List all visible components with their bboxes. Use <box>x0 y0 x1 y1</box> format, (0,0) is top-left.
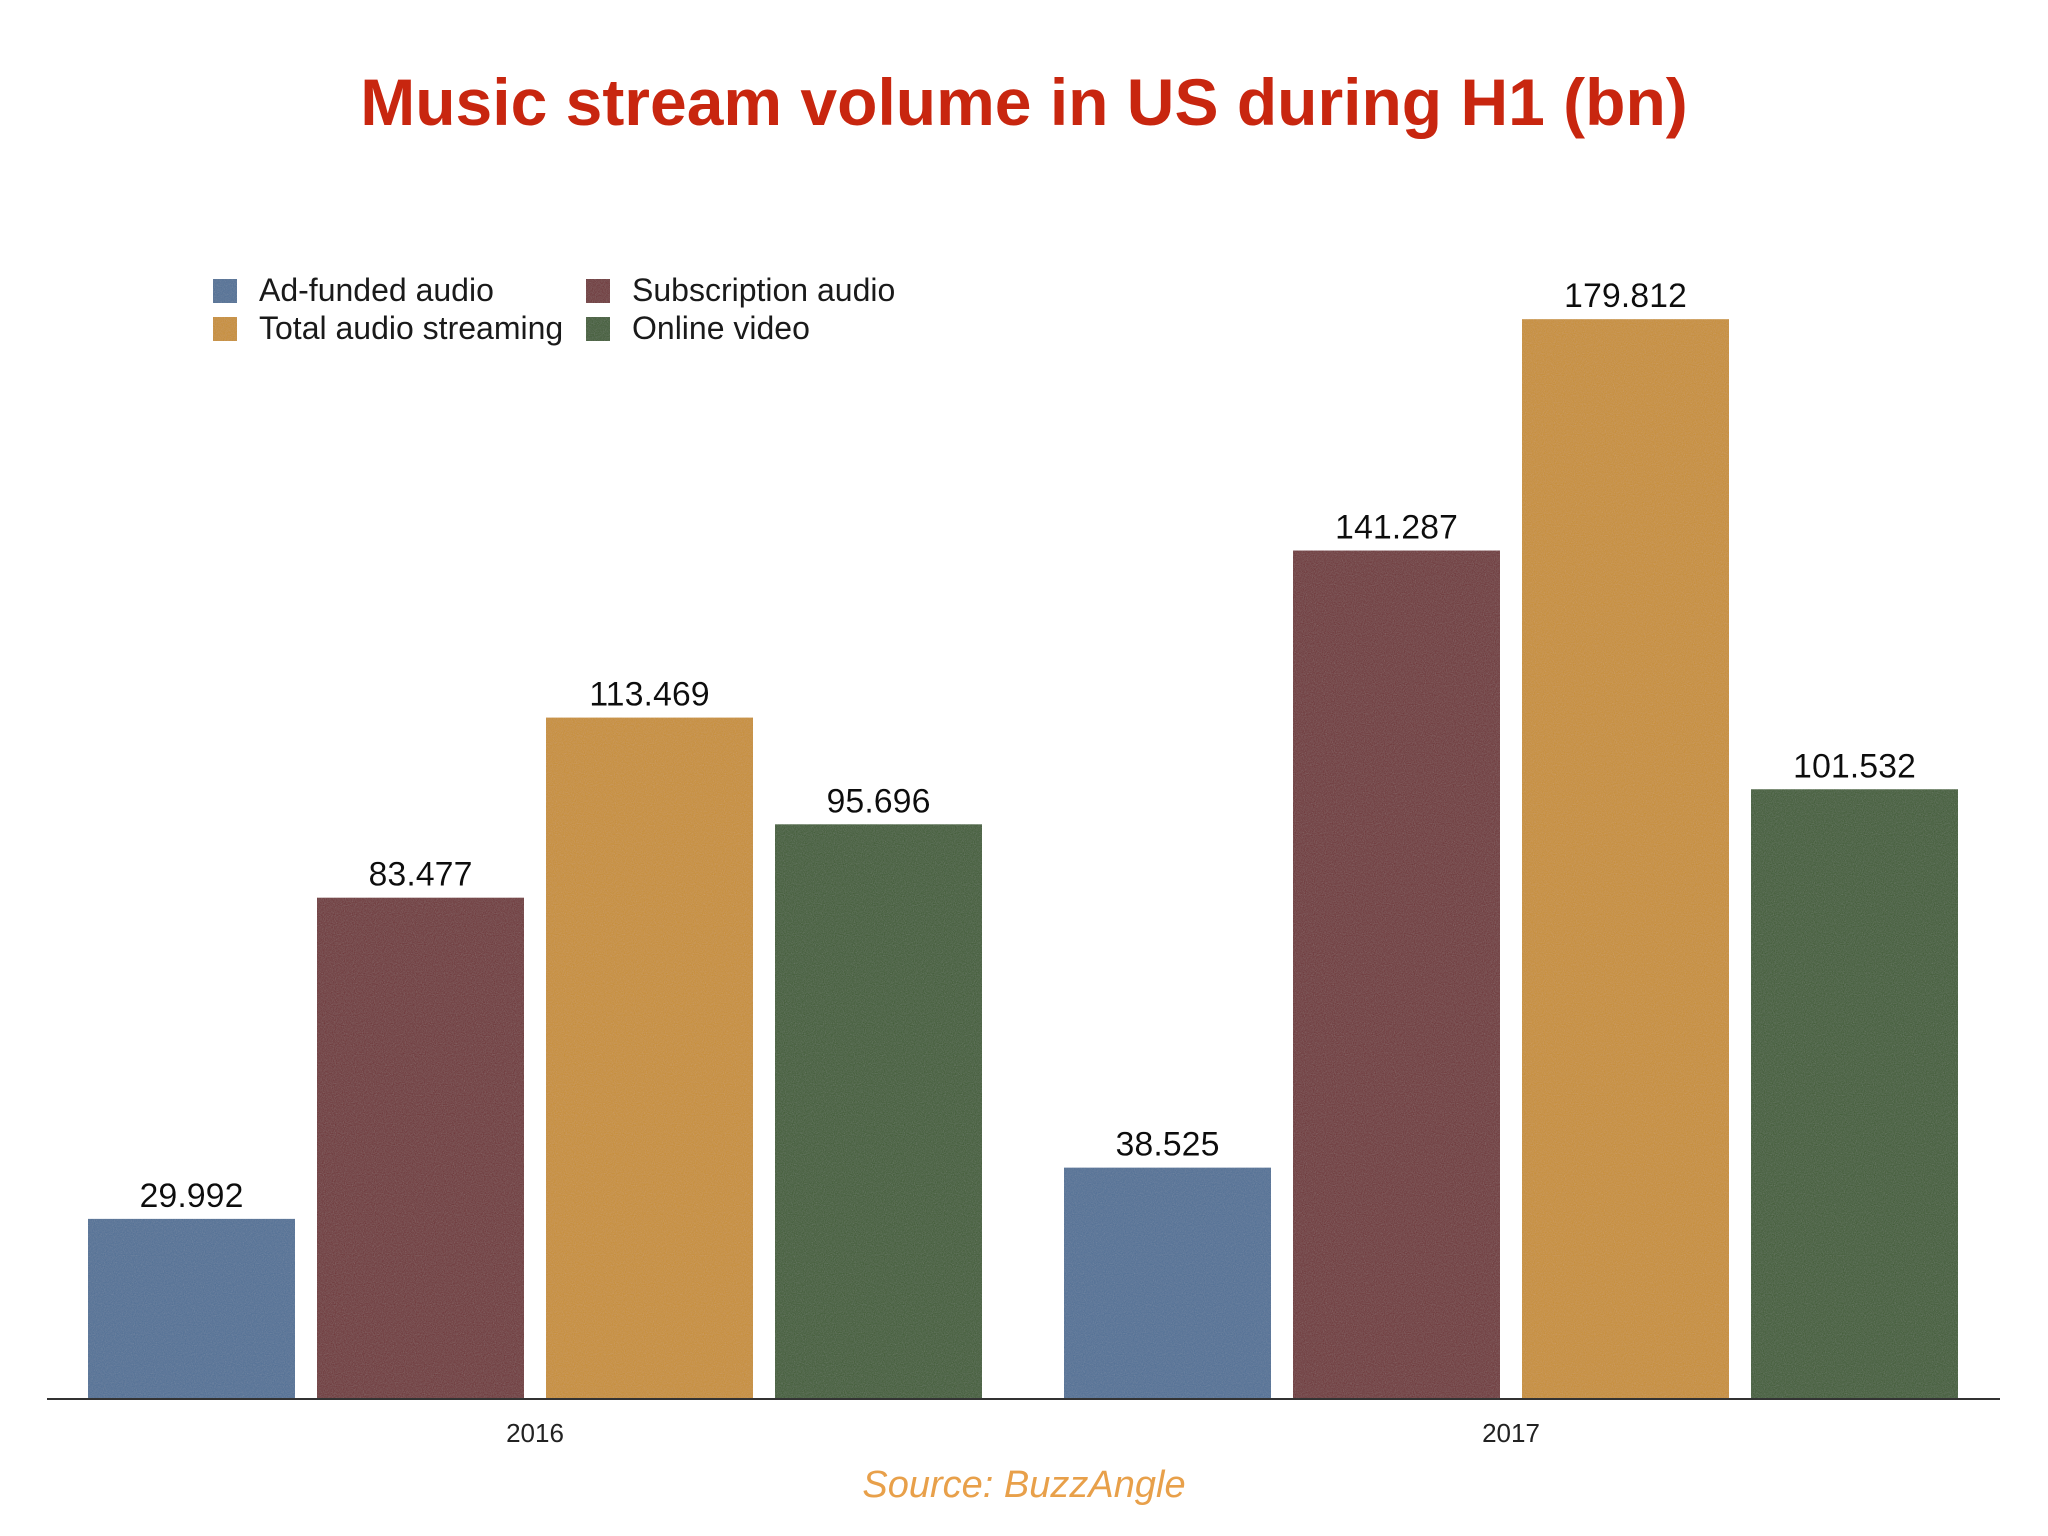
legend-swatch-total-audio-streaming <box>213 317 237 341</box>
bar-2016-online-video <box>775 824 982 1399</box>
bar-2016-total-audio-streaming <box>546 717 753 1399</box>
legend: Ad-funded audio Subscription audio Total a… <box>213 272 895 346</box>
legend-label-total-audio-streaming: Total audio streaming <box>259 310 563 346</box>
value-labels: 29.992 83.477 113.469 95.696 38.525 141.287 17… <box>140 277 1916 1215</box>
legend-label-ad-funded-audio: Ad-funded audio <box>259 272 494 308</box>
bar-2017-ad-funded-audio <box>1064 1167 1271 1399</box>
legend-swatch-subscription-audio <box>586 279 610 303</box>
source-note: Source: BuzzAngle <box>862 1464 1185 1506</box>
value-label-2016-subscription-audio: 83.477 <box>369 856 473 894</box>
value-label-2017-ad-funded-audio: 38.525 <box>1116 1126 1220 1164</box>
value-label-2016-total-audio-streaming: 113.469 <box>589 676 709 714</box>
bar-2017-subscription-audio <box>1293 550 1500 1399</box>
chart-title: Music stream volume in US during H1 (bn) <box>360 65 1688 139</box>
legend-label-subscription-audio: Subscription audio <box>632 272 895 308</box>
legend-swatch-ad-funded-audio <box>213 279 237 303</box>
x-tick-label-2016: 2016 <box>506 1418 564 1448</box>
bar-2017-online-video <box>1751 789 1958 1399</box>
bars <box>88 319 1958 1399</box>
value-label-2017-online-video: 101.532 <box>1793 747 1916 785</box>
value-label-2017-total-audio-streaming: 179.812 <box>1564 277 1687 315</box>
bar-2017-total-audio-streaming <box>1522 319 1729 1399</box>
value-label-2017-subscription-audio: 141.287 <box>1335 509 1458 547</box>
x-tick-label-2017: 2017 <box>1482 1418 1540 1448</box>
x-tick-labels: 2016 2017 <box>506 1418 1540 1448</box>
value-label-2016-ad-funded-audio: 29.992 <box>140 1177 244 1215</box>
legend-label-online-video: Online video <box>632 310 810 346</box>
bar-2016-subscription-audio <box>317 897 524 1399</box>
bar-2016-ad-funded-audio <box>88 1218 295 1399</box>
value-label-2016-online-video: 95.696 <box>827 782 931 820</box>
legend-swatch-online-video <box>586 317 610 341</box>
